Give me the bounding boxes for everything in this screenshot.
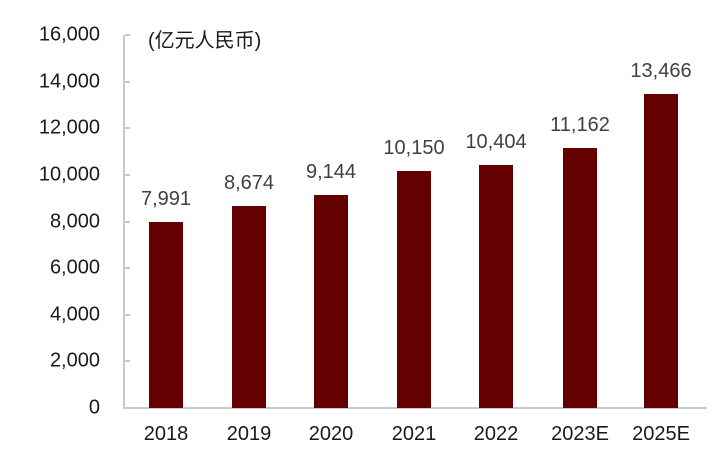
bar-2018 [149, 221, 183, 408]
bar-2025E [644, 94, 678, 408]
bar-2022 [479, 165, 513, 408]
y-tick-mark [125, 407, 130, 409]
y-tick-label: 2,000 [49, 349, 100, 372]
y-tick-label: 14,000 [38, 70, 100, 93]
y-tick-mark [125, 34, 130, 36]
y-tick-label: 0 [88, 396, 100, 419]
x-tick-label: 2018 [143, 423, 189, 445]
y-tick-label: 8,000 [49, 210, 100, 232]
y-tick-mark [125, 313, 130, 316]
data-label: 9,144 [305, 160, 357, 183]
x-tick-label: 2022 [473, 423, 519, 445]
bar-2021 [397, 171, 431, 408]
data-label: 7,991 [140, 187, 192, 210]
data-label: 11,162 [550, 113, 610, 136]
y-tick-mark [125, 80, 130, 83]
y-tick-label: 12,000 [38, 116, 100, 139]
y-tick-label: 10,000 [38, 163, 100, 186]
y-tick-mark [125, 127, 130, 130]
y-tick-mark [125, 267, 130, 270]
y-tick-label: 6,000 [49, 256, 100, 279]
unit-label: (亿元人民币) [148, 30, 262, 52]
x-axis-line [123, 407, 707, 409]
x-tick-label: 2019 [226, 423, 272, 445]
y-tick-mark [125, 173, 130, 176]
x-tick-label: 2023E [551, 423, 609, 445]
y-tick-label: 16,000 [38, 23, 100, 46]
bar-2019 [232, 205, 266, 408]
x-tick-label: 2025E [632, 423, 690, 445]
data-label: 10,150 [383, 137, 445, 160]
data-label: 13,466 [630, 60, 692, 83]
x-tick-label: 2021 [391, 423, 437, 445]
y-tick-mark [125, 220, 130, 223]
x-tick-label: 2020 [308, 423, 354, 445]
y-axis-line [123, 35, 125, 409]
y-tick-label: 4,000 [49, 303, 100, 326]
y-tick-mark [125, 360, 130, 363]
bar-2020 [314, 194, 348, 408]
bar-2023E [563, 147, 597, 408]
data-label: 8,674 [223, 171, 275, 194]
data-label: 10,404 [465, 131, 527, 154]
